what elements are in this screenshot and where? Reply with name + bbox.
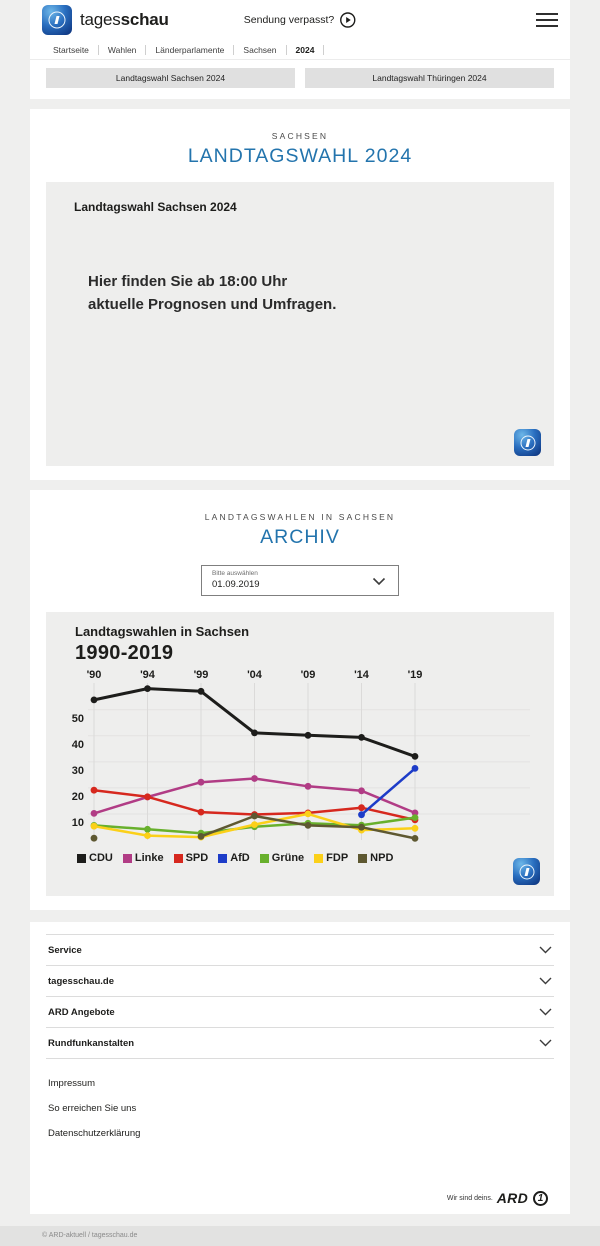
- legend-swatch-icon: [77, 853, 86, 863]
- svg-text:'14: '14: [354, 669, 370, 681]
- legend-item-fdp: FDP: [314, 852, 348, 864]
- breadcrumb-item-2024: 2024: [287, 44, 325, 55]
- footer-link-impressum[interactable]: Impressum: [48, 1078, 95, 1089]
- legend-label: AfD: [230, 852, 250, 864]
- election-title: LANDTAGSWAHL 2024: [187, 145, 413, 167]
- chart-subtitle: 1990-2019: [75, 642, 174, 664]
- archive-line-chart: 10 20 30 40 50 '90 '94 '99 '04 '09 '14 '19: [72, 669, 530, 842]
- svg-text:'19: '19: [408, 669, 423, 681]
- legend-item-linke: Linke: [122, 852, 164, 864]
- tab-button-1[interactable]: Landtagswahl Thüringen 2024: [305, 68, 554, 88]
- ard-wordmark: ARD: [496, 1190, 528, 1206]
- tab-button-0[interactable]: Landtagswahl Sachsen 2024: [46, 68, 295, 88]
- svg-text:'99: '99: [194, 669, 209, 681]
- footer-accordion-ard-angebote[interactable]: ARD Angebote: [46, 997, 554, 1028]
- legend-swatch-icon: [259, 853, 269, 863]
- svg-text:20: 20: [72, 791, 84, 803]
- election-teaser-box: Landtagswahl Sachsen 2024 Hier finden Si…: [46, 182, 554, 466]
- legend-swatch-icon: [218, 853, 228, 863]
- breadcrumb-item-länderparlamente[interactable]: Länderparlamente: [146, 44, 235, 55]
- legend-swatch-icon: [358, 853, 368, 863]
- chevron-down-icon: [539, 946, 552, 954]
- footer-accordion-rundfunkanstalten[interactable]: Rundfunkanstalten: [46, 1028, 554, 1059]
- election-card: SACHSEN LANDTAGSWAHL 2024 Landtagswahl S…: [30, 109, 570, 480]
- chevron-down-icon: [539, 1039, 552, 1047]
- accordion-label: Rundfunkanstalten: [48, 1037, 135, 1049]
- legend-label: SPD: [185, 852, 209, 864]
- accordion-label: Service: [48, 944, 82, 956]
- chart-title: Landtagswahlen in Sachsen: [75, 624, 250, 639]
- chart-legend: CDU Linke SPD AfD Grüne FDP NPD: [46, 852, 554, 864]
- tagesschau-logo-icon: [514, 429, 541, 456]
- footer-accordion-tagesschau-de[interactable]: tagesschau.de: [46, 966, 554, 997]
- sendung-verpasst-label: Sendung verpasst?: [243, 14, 335, 26]
- footer-accordions: Service tagesschau.de ARD Angebote Rundfunk…: [46, 934, 554, 1059]
- svg-text:'94: '94: [140, 669, 156, 681]
- legend-item-grüne: Grüne: [259, 852, 305, 864]
- archive-kicker: LANDTAGSWAHLEN IN SACHSEN: [204, 512, 396, 522]
- svg-text:'09: '09: [301, 669, 316, 681]
- footer-link-so-erreichen-sie-uns[interactable]: So erreichen Sie uns: [48, 1103, 137, 1114]
- ard-one-icon: 1: [533, 1190, 548, 1206]
- breadcrumb-item-startseite[interactable]: Startseite: [44, 44, 99, 55]
- footer-link-datenschutzerkl-rung[interactable]: Datenschutzerklärung: [48, 1128, 141, 1139]
- svg-text:10: 10: [72, 817, 84, 829]
- archive-date-select[interactable]: Bitte auswählen 01.09.2019: [201, 565, 399, 596]
- chevron-down-icon: [372, 577, 386, 586]
- footer-links: Impressum So erreichen Sie uns Datenschutz…: [46, 1071, 554, 1146]
- copyright-bar: © ARD-aktuell / tagesschau.de: [0, 1226, 600, 1246]
- select-label: Bitte auswählen: [212, 570, 258, 577]
- svg-text:40: 40: [72, 739, 84, 751]
- accordion-label: ARD Angebote: [48, 1006, 115, 1018]
- legend-label: Linke: [134, 852, 164, 864]
- header: tagesschau Sendung verpasst? Startseite W…: [30, 0, 570, 59]
- accordion-label: tagesschau.de: [48, 975, 114, 987]
- select-value: 01.09.2019: [212, 579, 260, 590]
- teaser-message: Hier finden Sie ab 18:00 Uhr aktuelle Pr…: [88, 273, 337, 313]
- legend-swatch-icon: [173, 853, 183, 863]
- ard-claim: Wir sind deins.: [446, 1194, 493, 1202]
- svg-text:'90: '90: [87, 669, 102, 681]
- copyright-text: © ARD-aktuell / tagesschau.de: [42, 1232, 138, 1239]
- tagesschau-logo-icon: [42, 5, 72, 35]
- header-divider: [30, 59, 570, 60]
- chevron-down-icon: [539, 977, 552, 985]
- tagesschau-logo-icon: [513, 858, 540, 885]
- sendung-verpasst-link[interactable]: Sendung verpasst?: [244, 12, 356, 28]
- legend-label: NPD: [370, 852, 394, 864]
- hamburger-menu-icon[interactable]: [536, 9, 558, 31]
- tagesschau-logo[interactable]: tagesschau: [42, 5, 169, 35]
- footer: Service tagesschau.de ARD Angebote Rundfunk…: [30, 922, 570, 1214]
- legend-label: CDU: [89, 852, 113, 864]
- legend-label: FDP: [326, 852, 349, 864]
- tagesschau-wordmark: tagesschau: [80, 10, 169, 29]
- legend-item-afd: AfD: [218, 852, 250, 864]
- archive-chart-box: Landtagswahlen in Sachsen 1990-2019 10 20…: [46, 612, 554, 896]
- svg-text:30: 30: [72, 765, 84, 777]
- legend-item-spd: SPD: [173, 852, 209, 864]
- election-kicker: SACHSEN: [271, 131, 329, 141]
- archive-title: ARCHIV: [260, 526, 340, 548]
- play-icon[interactable]: [340, 12, 356, 28]
- legend-label: Grüne: [271, 852, 305, 864]
- svg-text:50: 50: [72, 713, 84, 725]
- breadcrumb: Startseite Wahlen Länderparlamente Sachsen 2…: [42, 40, 558, 59]
- breadcrumb-item-wahlen[interactable]: Wahlen: [99, 44, 147, 55]
- ard-logo: Wir sind deins. ARD 1: [46, 1190, 554, 1206]
- svg-text:'04: '04: [247, 669, 263, 681]
- legend-item-npd: NPD: [358, 852, 393, 864]
- archive-card: LANDTAGSWAHLEN IN SACHSEN ARCHIV Bitte a…: [30, 490, 570, 910]
- breadcrumb-item-sachsen[interactable]: Sachsen: [234, 44, 287, 55]
- footer-accordion-service[interactable]: Service: [46, 934, 554, 966]
- legend-swatch-icon: [122, 853, 132, 863]
- legend-item-cdu: CDU: [77, 852, 113, 864]
- legend-swatch-icon: [314, 853, 324, 863]
- election-tabs: Landtagswahl Sachsen 2024 Landtagswahl Th…: [30, 60, 570, 99]
- chevron-down-icon: [539, 1008, 552, 1016]
- teaser-title: Landtagswahl Sachsen 2024: [74, 200, 237, 214]
